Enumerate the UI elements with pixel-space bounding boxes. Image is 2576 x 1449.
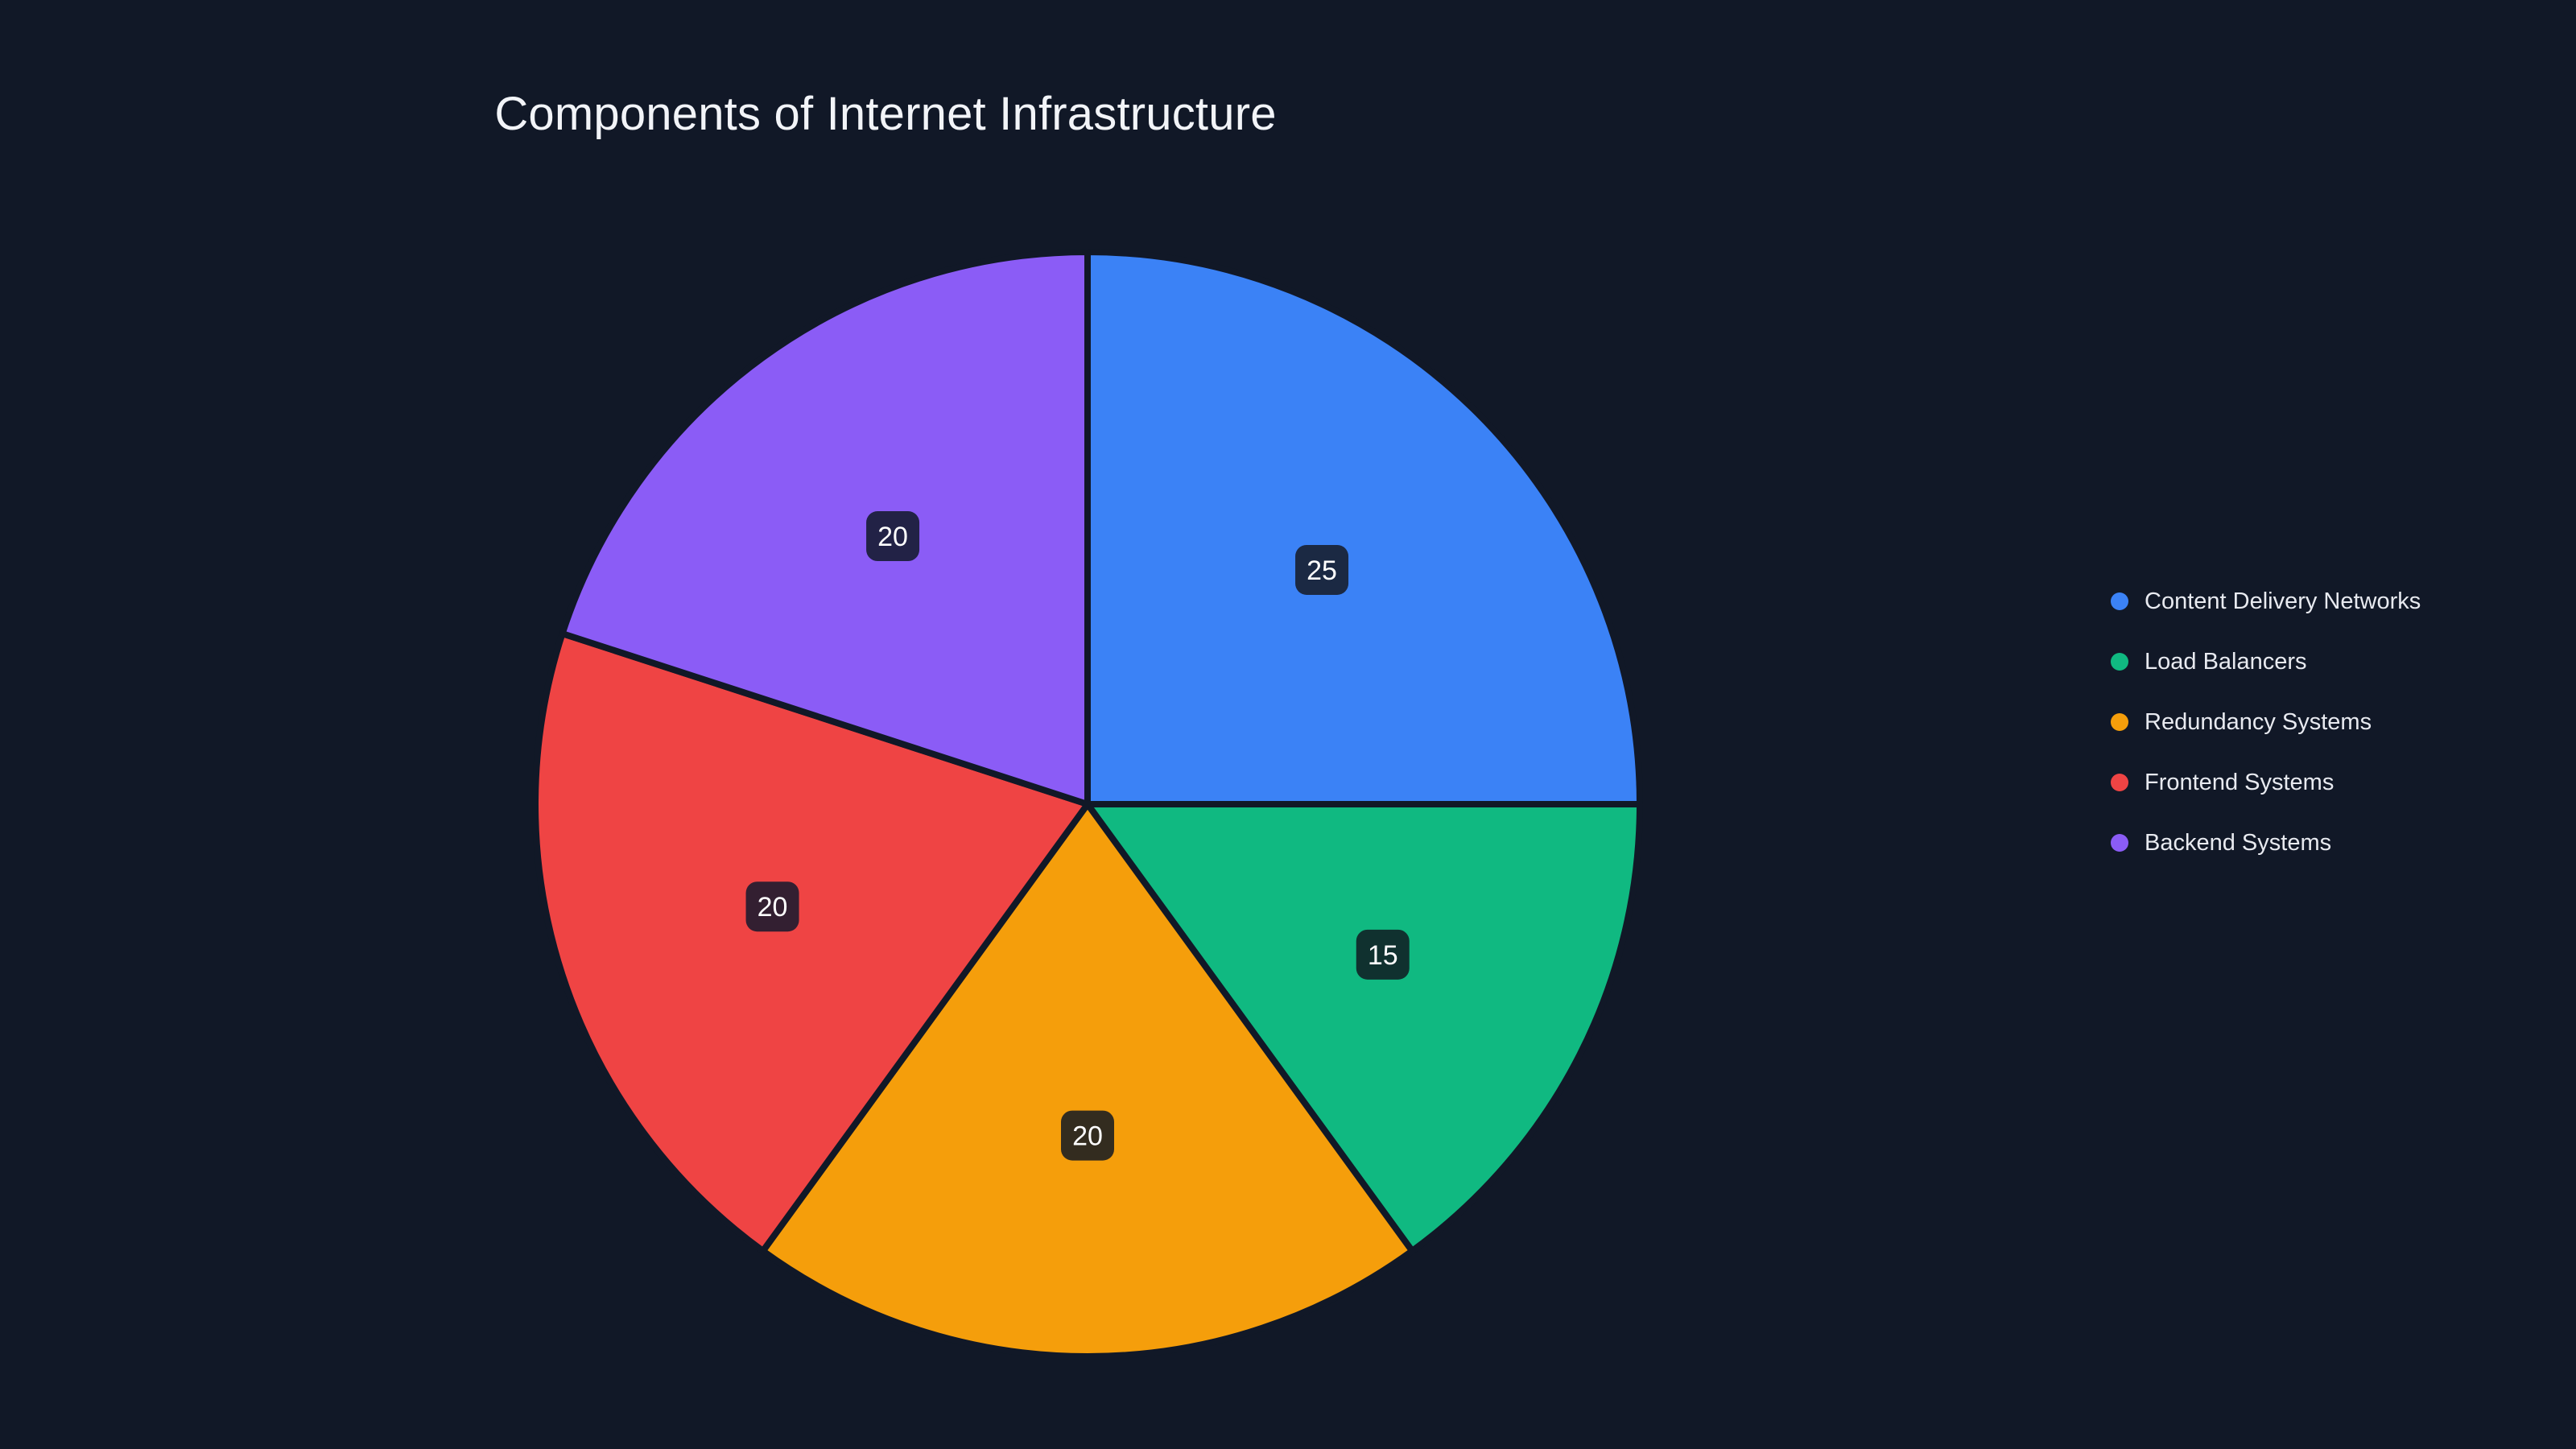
legend-item[interactable]: Redundancy Systems: [2111, 708, 2421, 735]
slice-value-label: 20: [758, 892, 788, 923]
legend-item-label: Frontend Systems: [2145, 769, 2334, 795]
legend-item-label: Redundancy Systems: [2145, 708, 2372, 735]
page-title: Components of Internet Infrastructure: [494, 88, 1277, 140]
pie-slice[interactable]: [532, 630, 1091, 1254]
slice-value-label: 25: [1307, 555, 1337, 586]
slice-value-badge-bg: [1295, 544, 1349, 595]
pie-slices-group: [532, 249, 1643, 1360]
slice-value-badge-bg: [745, 881, 799, 932]
pie-value-labels-group: 25 15 20 20 20: [745, 511, 1410, 1161]
legend-color-swatch-icon: [2111, 592, 2128, 610]
legend-item-label: Load Balancers: [2145, 648, 2307, 675]
slice-value-label: 20: [877, 522, 908, 552]
slice-value-label: 20: [1072, 1121, 1103, 1152]
slice-value-badge: 25: [1295, 544, 1349, 595]
legend-color-swatch-icon: [2111, 653, 2128, 671]
legend-item[interactable]: Load Balancers: [2111, 648, 2421, 675]
chart-legend: Content Delivery Networks Load Balancers R…: [2111, 588, 2421, 856]
slice-value-badge-bg: [1356, 929, 1410, 980]
legend-color-swatch-icon: [2111, 713, 2128, 731]
legend-color-swatch-icon: [2111, 774, 2128, 791]
legend-item-label: Backend Systems: [2145, 829, 2332, 856]
slice-value-badge: 20: [866, 511, 920, 562]
slice-value-badge: 20: [745, 881, 799, 932]
slice-value-badge-bg: [1061, 1110, 1114, 1161]
pie-slice[interactable]: [1084, 249, 1643, 807]
slice-value-badge: 20: [1061, 1110, 1114, 1161]
legend-color-swatch-icon: [2111, 834, 2128, 852]
legend-item[interactable]: Content Delivery Networks: [2111, 588, 2421, 614]
legend-item[interactable]: Backend Systems: [2111, 829, 2421, 856]
slice-value-badge: 15: [1356, 929, 1410, 980]
pie-slice[interactable]: [759, 801, 1416, 1360]
pie-slice[interactable]: [1084, 801, 1643, 1254]
legend-item-label: Content Delivery Networks: [2145, 588, 2421, 614]
slice-value-badge-bg: [866, 511, 920, 562]
slice-value-label: 15: [1368, 940, 1398, 971]
pie-slice[interactable]: [559, 249, 1091, 807]
legend-item[interactable]: Frontend Systems: [2111, 769, 2421, 795]
